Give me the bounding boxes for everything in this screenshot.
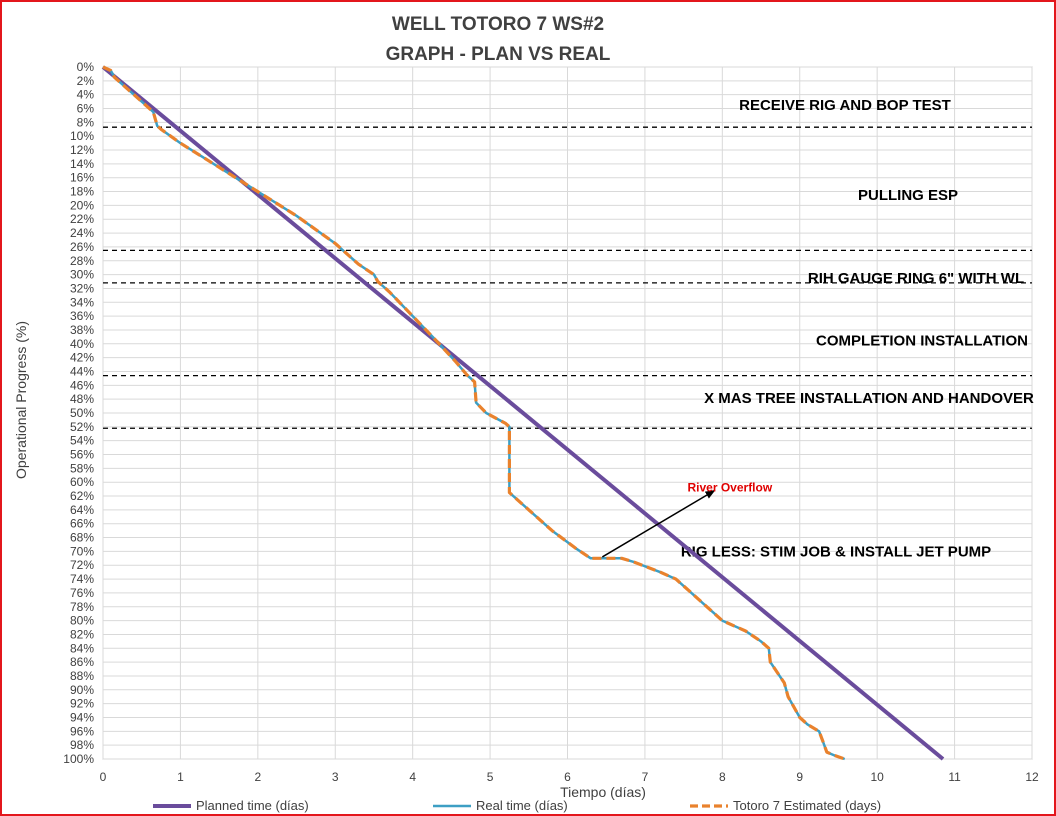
x-tick-label: 4 (409, 770, 416, 784)
x-tick-label: 5 (487, 770, 494, 784)
y-tick-label: 2% (77, 74, 95, 88)
phase-label: PULLING ESP (858, 187, 958, 204)
y-tick-label: 64% (70, 503, 94, 517)
y-tick-label: 26% (70, 240, 94, 254)
x-axis-label: Tiempo (días) (560, 784, 646, 800)
y-tick-label: 66% (70, 517, 94, 531)
phase-labels: RECEIVE RIG AND BOP TEST PULLING ESP RIH G… (681, 97, 1034, 560)
annotation-group: River Overflow (601, 481, 773, 558)
y-tick-label: 24% (70, 226, 94, 240)
y-tick-label: 52% (70, 420, 94, 434)
phase-label: COMPLETION INSTALLATION (816, 332, 1028, 349)
y-tick-label: 46% (70, 378, 94, 392)
x-tick-label: 3 (332, 770, 339, 784)
x-tick-label: 9 (796, 770, 803, 784)
y-tick-label: 98% (70, 738, 94, 752)
legend-label-3: Totoro 7 Estimated (days) (733, 798, 881, 813)
y-tick-label: 30% (70, 268, 94, 282)
y-tick-label: 80% (70, 614, 94, 628)
grid (102, 66, 1033, 760)
y-tick-label: 0% (77, 60, 95, 74)
y-tick-label: 86% (70, 655, 94, 669)
y-tick-label: 36% (70, 309, 94, 323)
annotation-text: River Overflow (687, 481, 772, 495)
series-line-3 (102, 65, 846, 761)
y-tick-label: 20% (70, 198, 94, 212)
axis-ticks: 0 1 2 3 4 5 6 7 8 9 10 11 120%2%4%6%8%10%12%14%16%18… (63, 60, 1039, 784)
y-tick-label: 10% (70, 129, 94, 143)
x-tick-label: 10 (870, 770, 884, 784)
y-tick-label: 44% (70, 364, 94, 378)
y-tick-label: 90% (70, 683, 94, 697)
y-tick-label: 54% (70, 434, 94, 448)
y-tick-label: 16% (70, 171, 94, 185)
legend-label-2: Real time (días) (476, 798, 568, 813)
legend-label-1: Planned time (días) (196, 798, 309, 813)
y-tick-label: 40% (70, 337, 94, 351)
y-tick-label: 76% (70, 586, 94, 600)
x-tick-label: 1 (177, 770, 184, 784)
y-tick-label: 88% (70, 669, 94, 683)
x-tick-label: 12 (1025, 770, 1039, 784)
phase-label: RIH GAUGE RING 6" WITH WL (808, 270, 1024, 287)
y-tick-label: 72% (70, 558, 94, 572)
y-tick-label: 50% (70, 406, 94, 420)
y-tick-label: 18% (70, 185, 94, 199)
y-tick-label: 12% (70, 143, 94, 157)
y-tick-label: 82% (70, 627, 94, 641)
y-tick-label: 94% (70, 710, 94, 724)
y-tick-label: 4% (77, 88, 95, 102)
series-group (101, 65, 945, 761)
legend: Planned time (días) Real time (días) Totor… (153, 798, 881, 813)
x-tick-label: 11 (948, 770, 961, 784)
y-tick-label: 42% (70, 351, 94, 365)
y-tick-label: 38% (70, 323, 94, 337)
y-tick-label: 58% (70, 461, 94, 475)
phase-label: RIG LESS: STIM JOB & INSTALL JET PUMP (681, 543, 991, 560)
y-tick-label: 96% (70, 724, 94, 738)
phase-label: RECEIVE RIG AND BOP TEST (739, 97, 951, 114)
phase-label: X MAS TREE INSTALLATION AND HANDOVER (704, 390, 1034, 407)
x-tick-label: 8 (719, 770, 726, 784)
y-tick-label: 78% (70, 600, 94, 614)
phase-boundaries (103, 126, 1032, 429)
y-tick-label: 100% (63, 752, 94, 766)
x-tick-label: 0 (100, 770, 107, 784)
chart-title-line2: GRAPH - PLAN VS REAL (386, 44, 611, 65)
y-tick-label: 56% (70, 448, 94, 462)
y-tick-label: 60% (70, 475, 94, 489)
x-tick-label: 7 (642, 770, 649, 784)
y-tick-label: 62% (70, 489, 94, 503)
annotation-arrow (601, 489, 716, 558)
y-tick-label: 74% (70, 572, 94, 586)
y-tick-label: 84% (70, 641, 94, 655)
y-tick-label: 48% (70, 392, 94, 406)
y-tick-label: 92% (70, 697, 94, 711)
y-tick-label: 22% (70, 212, 94, 226)
y-tick-label: 68% (70, 531, 94, 545)
chart-title-line1: WELL TOTORO 7 WS#2 (392, 14, 604, 35)
y-tick-label: 32% (70, 281, 94, 295)
y-tick-label: 34% (70, 295, 94, 309)
y-tick-label: 14% (70, 157, 94, 171)
y-axis-label: Operational Progress (%) (13, 321, 29, 479)
x-tick-label: 2 (254, 770, 261, 784)
y-tick-label: 6% (77, 102, 95, 116)
x-tick-label: 6 (564, 770, 571, 784)
y-tick-label: 28% (70, 254, 94, 268)
y-tick-label: 70% (70, 544, 94, 558)
y-tick-label: 8% (77, 115, 95, 129)
